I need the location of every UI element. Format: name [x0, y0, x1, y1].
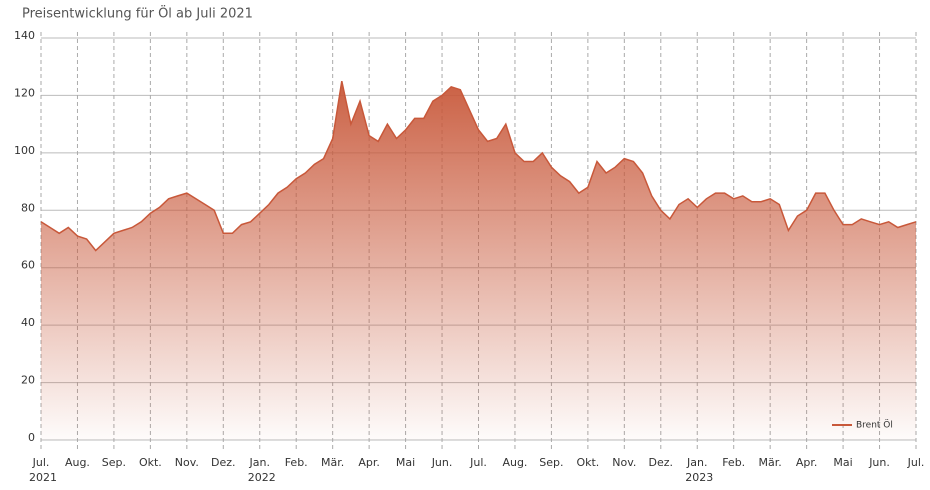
y-tick-label: 20 — [21, 374, 35, 387]
x-tick-label: Feb. — [285, 456, 308, 469]
x-tick-label: Mai — [833, 456, 852, 469]
x-tick-label: Jun. — [431, 456, 453, 469]
x-tick-label: Mär. — [759, 456, 782, 469]
y-tick-label: 120 — [14, 86, 35, 99]
y-tick-label: 80 — [21, 201, 35, 214]
legend-label: Brent Öl — [856, 420, 893, 431]
y-tick-label: 0 — [28, 431, 35, 444]
x-tick-label: Aug. — [502, 456, 527, 469]
year-label: 2023 — [685, 471, 713, 484]
y-tick-label: 140 — [14, 29, 35, 42]
x-tick-label: Nov. — [175, 456, 199, 469]
x-tick-label: Sep. — [102, 456, 126, 469]
x-tick-label: Jun. — [868, 456, 890, 469]
chart-title: Preisentwicklung für Öl ab Juli 2021 — [22, 5, 253, 22]
x-tick-label: Dez. — [211, 456, 236, 469]
x-tick-label: Feb. — [722, 456, 745, 469]
x-tick-label: Apr. — [358, 456, 380, 469]
x-tick-label: Jul. — [32, 456, 50, 469]
line — [40, 80, 917, 252]
x-tick-label: Aug. — [65, 456, 90, 469]
x-tick-label: Apr. — [796, 456, 818, 469]
year-label: 2022 — [248, 471, 276, 484]
x-tick-label: Nov. — [612, 456, 636, 469]
x-tick-label: Jul. — [907, 456, 925, 469]
x-tick-label: Jul. — [469, 456, 487, 469]
y-tick-label: 40 — [21, 316, 35, 329]
y-tick-label: 60 — [21, 259, 35, 272]
x-tick-label: Jan. — [686, 456, 707, 469]
y-tick-label: 100 — [14, 144, 35, 157]
x-tick-label: Dez. — [649, 456, 674, 469]
x-tick-label: Okt. — [139, 456, 162, 469]
area — [41, 81, 916, 440]
x-tick-label: Mär. — [321, 456, 344, 469]
x-tick-label: Okt. — [576, 456, 599, 469]
x-tick-label: Jan. — [249, 456, 270, 469]
x-tick-label: Sep. — [539, 456, 563, 469]
x-tick-label: Mai — [396, 456, 415, 469]
year-label: 2021 — [29, 471, 57, 484]
